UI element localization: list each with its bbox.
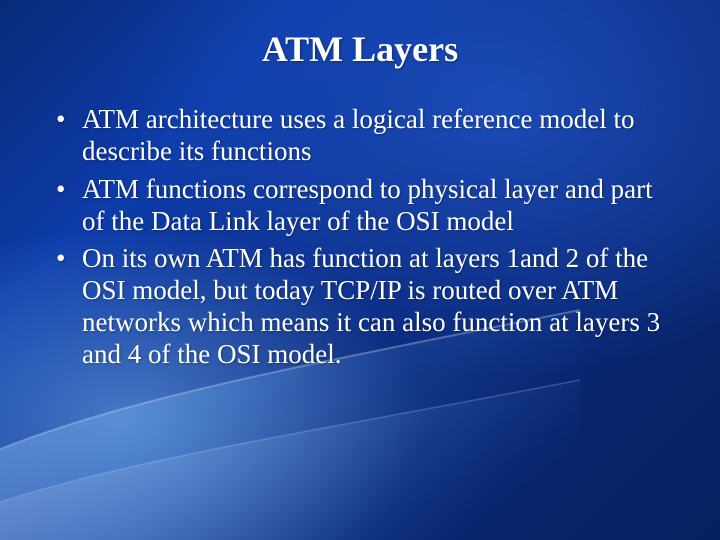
slide-title: ATM Layers <box>48 28 672 70</box>
bullet-item: On its own ATM has function at layers 1a… <box>56 243 672 370</box>
bullet-item: ATM architecture uses a logical referenc… <box>56 104 672 168</box>
bullet-item: ATM functions correspond to physical lay… <box>56 174 672 238</box>
slide-container: ATM Layers ATM architecture uses a logic… <box>0 0 720 540</box>
bullet-list: ATM architecture uses a logical referenc… <box>48 104 672 371</box>
